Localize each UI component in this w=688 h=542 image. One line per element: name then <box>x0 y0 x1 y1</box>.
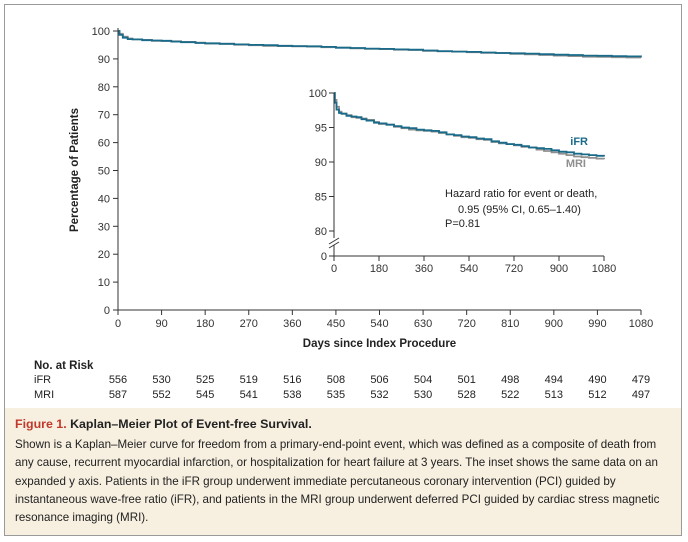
risk-cell: 512 <box>588 389 606 401</box>
caption-body: Shown is a Kaplan–Meier curve for freedo… <box>15 438 660 525</box>
risk-cell: 519 <box>240 374 258 386</box>
inset-y-tick-label: 90 <box>315 157 327 169</box>
risk-row-label: iFR <box>34 374 51 386</box>
inset-x-tick-label: 180 <box>370 263 388 275</box>
risk-cell: 497 <box>632 389 650 401</box>
main-series-ifr <box>118 30 642 58</box>
main-x-tick-label: 1080 <box>629 318 653 330</box>
inset-y-tick-label: 95 <box>315 123 327 135</box>
risk-cell: 532 <box>370 389 388 401</box>
main-x-tick-label: 180 <box>196 318 214 330</box>
risk-cell: 541 <box>240 389 258 401</box>
inset-y-tick-label: 80 <box>315 226 327 238</box>
main-x-tick-label: 0 <box>115 318 121 330</box>
caption-heading: Kaplan–Meier Plot of Event-free Survival… <box>70 417 312 431</box>
main-y-tick-label: 20 <box>98 249 110 261</box>
inset-axis-break <box>328 241 340 249</box>
risk-row-label: MRI <box>34 389 54 401</box>
risk-cell: 494 <box>545 374 563 386</box>
main-x-tick-label: 540 <box>370 318 388 330</box>
risk-cell: 516 <box>283 374 301 386</box>
figure-frame <box>4 4 682 536</box>
risk-cell: 545 <box>196 389 214 401</box>
figure-label: Figure 1. <box>15 417 67 431</box>
inset-x-tick-label: 720 <box>505 263 523 275</box>
main-y-tick-label: 0 <box>104 305 110 317</box>
risk-cell: 530 <box>414 389 432 401</box>
risk-cell: 525 <box>196 374 214 386</box>
inset-axis-break <box>328 237 340 245</box>
main-y-tick-label: 80 <box>98 82 110 94</box>
main-y-tick-label: 10 <box>98 277 110 289</box>
main-x-tick-label: 900 <box>545 318 563 330</box>
main-x-tick-label: 990 <box>588 318 606 330</box>
inset-y-tick-label: 100 <box>309 88 327 100</box>
risk-cell: 528 <box>457 389 475 401</box>
inset-x-tick-label: 540 <box>460 263 478 275</box>
risk-cell: 490 <box>588 374 606 386</box>
risk-cell: 556 <box>109 374 127 386</box>
caption-title: Figure 1. Kaplan–Meier Plot of Event-fre… <box>15 417 671 431</box>
inset-y-tick-label: 0 <box>321 251 327 263</box>
main-y-tick-label: 100 <box>92 26 110 38</box>
inset-y-tick-label: 85 <box>315 192 327 204</box>
risk-cell: 538 <box>283 389 301 401</box>
risk-cell: 535 <box>327 389 345 401</box>
main-x-tick-label: 270 <box>240 318 258 330</box>
risk-cell: 498 <box>501 374 519 386</box>
main-y-tick-label: 90 <box>98 54 110 66</box>
main-y-tick-label: 50 <box>98 166 110 178</box>
inset-series-mri <box>333 92 605 160</box>
main-x-tick-label: 360 <box>283 318 301 330</box>
main-y-tick-label: 70 <box>98 110 110 122</box>
inset-series-ifr <box>333 92 605 157</box>
risk-cell: 479 <box>632 374 650 386</box>
inset-x-tick-label: 0 <box>331 263 337 275</box>
risk-cell: 522 <box>501 389 519 401</box>
figure-caption: Figure 1. Kaplan–Meier Plot of Event-fre… <box>5 408 681 535</box>
main-x-tick-label: 720 <box>457 318 475 330</box>
inset-x-tick-label: 360 <box>415 263 433 275</box>
risk-cell: 504 <box>414 374 432 386</box>
risk-cell: 552 <box>152 389 170 401</box>
inset-label-ifr: iFR <box>570 136 588 148</box>
inset-x-tick-label: 900 <box>550 263 568 275</box>
main-y-tick-label: 30 <box>98 221 110 233</box>
inset-x-tick-label: 1080 <box>592 263 616 275</box>
hazard-ratio-annotation: 0.95 (95% CI, 0.65–1.40) <box>458 204 581 216</box>
risk-table-header: No. at Risk <box>34 360 94 372</box>
main-x-tick-label: 810 <box>501 318 519 330</box>
main-x-tick-label: 450 <box>327 318 345 330</box>
main-series-mri <box>118 30 642 59</box>
risk-cell: 530 <box>152 374 170 386</box>
main-x-tick-label: 630 <box>414 318 432 330</box>
hazard-ratio-annotation: P=0.81 <box>445 218 480 230</box>
hazard-ratio-annotation: Hazard ratio for event or death, <box>445 188 597 200</box>
main-y-axis-label: Percentage of Patients <box>69 108 81 232</box>
risk-cell: 508 <box>327 374 345 386</box>
main-y-tick-label: 60 <box>98 138 110 150</box>
risk-cell: 506 <box>370 374 388 386</box>
risk-cell: 501 <box>457 374 475 386</box>
main-y-tick-label: 40 <box>98 193 110 205</box>
inset-label-mri: MRI <box>566 158 586 170</box>
main-x-tick-label: 90 <box>155 318 167 330</box>
risk-cell: 587 <box>109 389 127 401</box>
risk-cell: 513 <box>545 389 563 401</box>
main-x-axis-label: Days since Index Procedure <box>303 338 456 350</box>
